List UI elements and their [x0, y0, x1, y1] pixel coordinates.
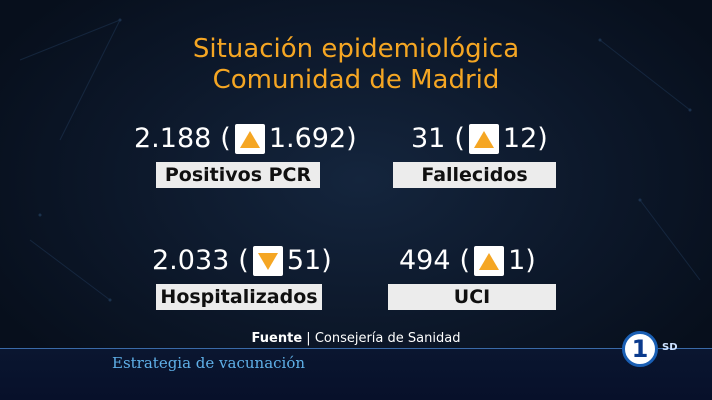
source-prefix: Fuente: [251, 331, 303, 346]
stat-value-positivos: 2.188 ( 1.692 ): [134, 122, 357, 156]
stat-number: 2.188: [134, 123, 212, 154]
stat-label-hospitalizados: Hospitalizados: [156, 284, 322, 310]
stat-change: 1.692: [268, 123, 347, 154]
stat-value-uci: 494 ( 1 ): [399, 244, 536, 278]
page-title: Situación epidemiológica Comunidad de Ma…: [0, 34, 712, 96]
source-credit: Fuente | Consejería de Sanidad: [200, 330, 512, 348]
stat-label-fallecidos: Fallecidos: [393, 162, 556, 188]
triangle-up-icon: [468, 124, 499, 154]
stat-label-positivos: Positivos PCR: [156, 162, 320, 188]
stat-paren-open: (: [454, 123, 465, 154]
triangle-up-icon: [234, 124, 265, 154]
stat-change: 12: [502, 123, 538, 154]
triangle-down-icon: [252, 246, 283, 276]
triangle-up-icon: [474, 246, 505, 276]
source-name: Consejería de Sanidad: [314, 331, 461, 346]
stat-value-hospitalizados: 2.033 ( 51 ): [152, 244, 332, 278]
title-line-1: Situación epidemiológica: [192, 34, 520, 64]
quality-badge: SD: [662, 342, 678, 353]
stat-change: 1: [508, 245, 526, 276]
stat-value-fallecidos: 31 ( 12 ): [411, 122, 548, 156]
stat-number: 2.033: [152, 245, 230, 276]
channel-logo: 1: [622, 331, 658, 367]
ticker-divider: [0, 348, 712, 349]
stat-change: 51: [286, 245, 322, 276]
title-line-2: Comunidad de Madrid: [212, 65, 500, 95]
stat-paren-open: (: [220, 123, 231, 154]
stat-paren-close: ): [525, 245, 536, 276]
stat-number: 31: [411, 123, 446, 154]
stat-number: 494: [399, 245, 451, 276]
stat-paren-open: (: [238, 245, 249, 276]
ticker-headline: Estrategia de vacunación: [112, 354, 306, 372]
stat-paren-close: ): [537, 123, 548, 154]
stat-paren-close: ): [321, 245, 332, 276]
source-separator: |: [306, 331, 311, 346]
stat-paren-open: (: [459, 245, 471, 276]
stat-paren-close: ): [346, 123, 357, 154]
stat-label-uci: UCI: [388, 284, 556, 310]
news-ticker-bar: [0, 349, 712, 400]
